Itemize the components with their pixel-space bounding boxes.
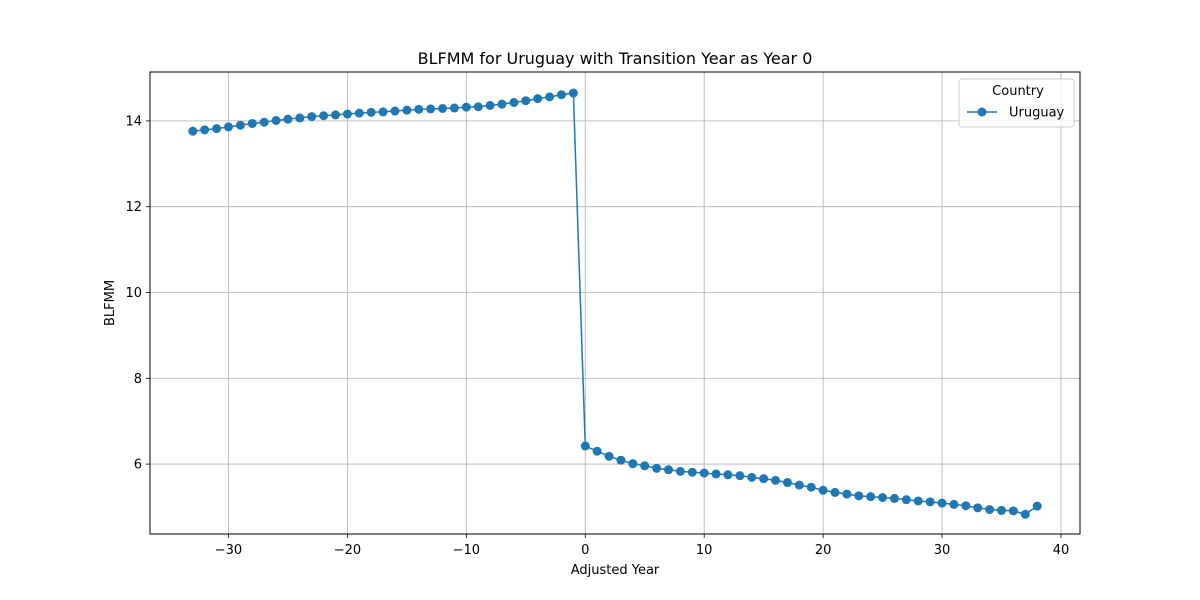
- data-point: [1020, 509, 1030, 519]
- legend-box: [958, 78, 1075, 128]
- data-point: [1032, 501, 1042, 511]
- data-point: [901, 495, 911, 505]
- y-tick-label: 10: [125, 286, 142, 301]
- y-tick-label: 8: [134, 372, 142, 387]
- chart-title: BLFMM for Uruguay with Transition Year a…: [418, 49, 813, 68]
- x-tick-label: 0: [581, 543, 589, 558]
- data-point: [854, 491, 864, 501]
- y-tick-label: 6: [134, 458, 142, 473]
- data-point: [747, 472, 757, 482]
- data-point: [759, 474, 769, 484]
- data-point: [628, 459, 638, 469]
- data-point: [342, 109, 352, 119]
- data-point: [402, 105, 412, 115]
- x-axis-label: Adjusted Year: [571, 563, 660, 578]
- data-point: [461, 102, 471, 112]
- data-point: [664, 465, 674, 475]
- x-tick-label: 30: [934, 543, 951, 558]
- data-point: [556, 90, 566, 100]
- legend: Country Uruguay: [958, 78, 1075, 128]
- data-point: [247, 118, 257, 128]
- data-point: [580, 441, 590, 451]
- data-point: [390, 106, 400, 116]
- data-point: [616, 455, 626, 465]
- data-point: [426, 104, 436, 114]
- data-point: [997, 505, 1007, 515]
- legend-entry-label: Uruguay: [1009, 106, 1065, 121]
- x-tick-label: 10: [696, 543, 713, 558]
- data-point: [818, 485, 828, 495]
- data-point: [961, 501, 971, 511]
- data-point: [378, 107, 388, 117]
- data-point: [723, 470, 733, 480]
- data-point: [414, 104, 424, 114]
- x-tick-label: −30: [215, 543, 242, 558]
- data-point: [533, 94, 543, 104]
- x-tick-label: −10: [453, 543, 480, 558]
- data-point: [735, 471, 745, 481]
- series-layer: [188, 88, 1042, 519]
- data-point: [497, 99, 507, 109]
- data-point: [545, 92, 555, 102]
- data-point: [259, 117, 269, 127]
- data-point: [366, 107, 376, 117]
- data-point: [866, 492, 876, 502]
- data-point: [794, 480, 804, 490]
- data-point: [271, 115, 281, 125]
- y-axis-label: BLFMM: [103, 280, 118, 326]
- legend-title: Country: [992, 84, 1044, 99]
- data-point: [711, 469, 721, 479]
- data-point: [878, 493, 888, 503]
- legend-marker-swatch: [977, 107, 987, 117]
- plot-frame: [149, 71, 1081, 535]
- data-point: [200, 125, 210, 135]
- data-point: [307, 112, 317, 122]
- data-point: [568, 88, 578, 98]
- data-point: [699, 468, 709, 478]
- data-point: [675, 466, 685, 476]
- x-axis: −30 −20 −10 0 10 20 30 40: [215, 534, 1069, 558]
- x-tick-label: 40: [1053, 543, 1070, 558]
- data-point: [319, 111, 329, 121]
- y-tick-label: 14: [125, 114, 142, 129]
- data-point: [485, 100, 495, 110]
- data-point: [473, 102, 483, 112]
- data-point: [640, 461, 650, 471]
- data-point: [188, 126, 198, 136]
- data-point: [806, 482, 816, 492]
- data-point: [771, 475, 781, 485]
- data-point: [592, 446, 602, 456]
- data-point: [283, 114, 293, 124]
- data-point: [1008, 506, 1018, 516]
- data-point: [331, 110, 341, 120]
- data-point: [985, 505, 995, 515]
- data-point: [509, 97, 519, 107]
- data-point: [949, 499, 959, 509]
- x-tick-label: 20: [815, 543, 832, 558]
- y-tick-label: 12: [125, 200, 142, 215]
- gridlines: [150, 72, 1080, 534]
- data-point: [235, 120, 245, 130]
- data-point: [830, 487, 840, 497]
- y-axis: 6 8 10 12 14: [125, 114, 150, 473]
- data-point: [913, 496, 923, 506]
- data-point: [925, 497, 935, 507]
- data-point: [438, 103, 448, 113]
- data-point: [889, 493, 899, 503]
- data-point: [521, 96, 531, 106]
- data-point: [842, 489, 852, 499]
- data-point: [973, 503, 983, 513]
- data-point: [604, 451, 614, 461]
- data-point: [937, 498, 947, 508]
- data-point: [449, 103, 459, 113]
- data-point: [223, 122, 233, 132]
- x-tick-label: −20: [334, 543, 361, 558]
- data-point: [687, 467, 697, 477]
- data-point: [782, 478, 792, 488]
- data-point: [652, 463, 662, 473]
- data-point: [354, 108, 364, 118]
- data-point: [212, 124, 222, 134]
- data-point: [295, 113, 305, 123]
